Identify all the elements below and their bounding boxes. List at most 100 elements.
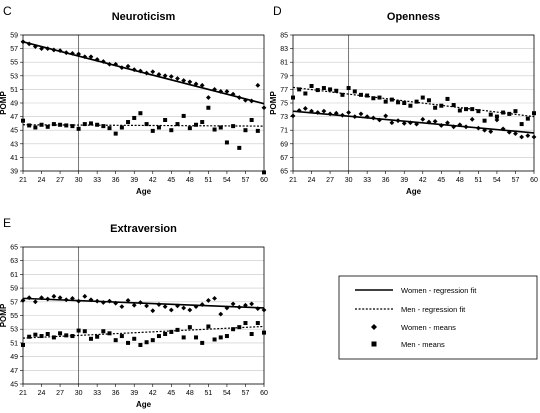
- x-tick-label: 54: [223, 390, 231, 397]
- women-regression-line: [22, 41, 265, 105]
- women-mean-point: [94, 298, 100, 304]
- women-mean-point: [249, 98, 255, 104]
- men-mean-point: [212, 127, 217, 132]
- plot-frame: [22, 246, 265, 385]
- women-mean-point: [100, 300, 106, 305]
- y-tick-label: 85: [280, 33, 288, 40]
- men-mean-point: [39, 334, 44, 339]
- men-mean-point: [328, 87, 333, 92]
- men-mean-point: [262, 170, 266, 175]
- x-tick-label: 51: [204, 177, 212, 184]
- women-mean-point: [463, 124, 469, 130]
- x-tick-label: 42: [419, 177, 427, 184]
- women-mean-point: [395, 118, 401, 124]
- y-tick-label: 59: [10, 286, 18, 293]
- men-mean-point: [200, 120, 205, 125]
- x-tick-label: 60: [260, 390, 268, 397]
- panel-letter: E: [3, 216, 11, 230]
- men-mean-point: [150, 338, 155, 343]
- women-mean-point: [315, 110, 321, 115]
- men-mean-point: [200, 340, 205, 345]
- men-mean-point: [519, 122, 524, 127]
- y-tick-label: 51: [10, 340, 18, 347]
- men-mean-point: [76, 126, 81, 131]
- y-tick-label: 41: [10, 155, 18, 162]
- x-axis-label: Age: [406, 187, 422, 196]
- x-tick-label: 24: [308, 177, 316, 184]
- women-mean-point: [63, 297, 69, 303]
- x-tick-label: 57: [242, 177, 250, 184]
- men-mean-point: [33, 125, 38, 130]
- men-mean-point: [408, 103, 413, 108]
- women-mean-point: [333, 110, 339, 116]
- men-mean-point: [262, 330, 266, 335]
- women-mean-point: [475, 125, 481, 131]
- men-mean-point: [39, 122, 44, 127]
- women-mean-point: [113, 300, 119, 306]
- women-mean-point: [506, 129, 512, 135]
- women-mean-point: [457, 122, 463, 128]
- y-tick-label: 57: [10, 46, 18, 53]
- x-tick-label: 33: [93, 390, 101, 397]
- women-mean-point: [70, 50, 75, 56]
- women-mean-point: [150, 69, 156, 75]
- y-tick-label: 63: [10, 258, 18, 265]
- women-mean-point: [181, 305, 187, 311]
- y-tick-label: 75: [280, 101, 288, 108]
- women-mean-point: [261, 105, 267, 111]
- women-mean-point: [138, 68, 143, 74]
- men-mean-point: [187, 325, 192, 330]
- men-mean-point: [334, 88, 339, 93]
- men-mean-point: [175, 122, 180, 127]
- y-tick-label: 73: [280, 114, 288, 121]
- women-mean-point: [199, 82, 205, 88]
- y-tick-label: 47: [10, 114, 18, 121]
- women-mean-point: [218, 311, 224, 317]
- women-mean-point: [296, 108, 302, 113]
- x-tick-label: 24: [38, 390, 46, 397]
- men-mean-point: [88, 336, 93, 341]
- men-mean-point: [70, 124, 75, 129]
- x-tick-label: 39: [130, 177, 138, 184]
- men-mean-point: [321, 86, 326, 91]
- women-mean-point: [26, 295, 32, 301]
- women-mean-point: [57, 48, 63, 54]
- legend-label: Men - means: [401, 340, 445, 349]
- women-mean-point: [445, 120, 450, 126]
- men-mean-point: [414, 99, 419, 104]
- men-mean-point: [33, 332, 38, 337]
- men-mean-point: [212, 337, 217, 342]
- men-mean-point: [231, 124, 236, 129]
- women-mean-point: [290, 113, 296, 119]
- women-mean-point: [100, 59, 106, 64]
- women-mean-point: [32, 299, 38, 305]
- men-mean-point: [501, 110, 506, 115]
- men-mean-point: [82, 329, 87, 334]
- y-tick-label: 49: [10, 354, 18, 361]
- women-mean-point: [51, 47, 57, 53]
- men-mean-point: [513, 109, 518, 114]
- women-mean-point: [389, 120, 395, 126]
- x-tick-label: 33: [363, 177, 371, 184]
- men-mean-point: [107, 126, 112, 131]
- women-mean-point: [26, 41, 32, 47]
- legend-label: Men - regression fit: [401, 305, 466, 314]
- women-mean-point: [156, 72, 162, 77]
- men-mean-point: [525, 116, 530, 121]
- women-mean-point: [88, 54, 94, 60]
- men-mean-point: [45, 331, 50, 336]
- men-mean-point: [150, 128, 155, 133]
- men-mean-point: [132, 115, 137, 120]
- women-mean-point: [205, 95, 211, 100]
- x-tick-label: 45: [167, 177, 175, 184]
- x-tick-label: 27: [326, 177, 334, 184]
- x-tick-label: 57: [512, 177, 520, 184]
- men-mean-point: [144, 340, 149, 345]
- y-tick-label: 61: [10, 272, 18, 279]
- men-mean-point: [101, 329, 106, 334]
- x-axis-label: Age: [136, 400, 152, 409]
- women-mean-point: [113, 61, 119, 67]
- men-mean-point: [156, 334, 161, 339]
- legend-square-icon: [371, 341, 377, 347]
- women-mean-point: [519, 134, 525, 140]
